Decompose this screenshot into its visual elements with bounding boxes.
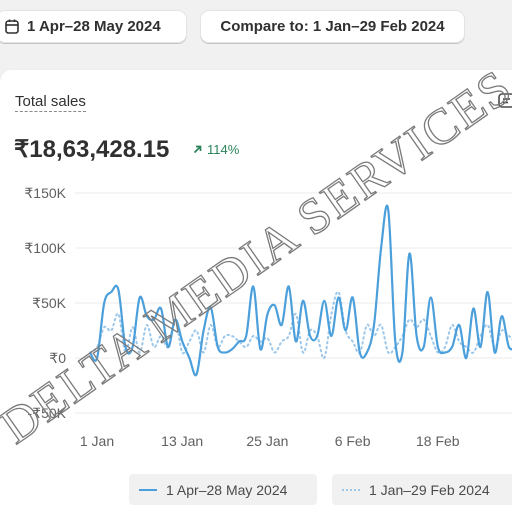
date-range-button[interactable]: 1 Apr–28 May 2024 bbox=[0, 10, 187, 43]
legend-swatch-dotted bbox=[342, 488, 360, 491]
y-tick-label: ₹0 bbox=[49, 350, 66, 366]
total-sales-card bbox=[0, 70, 512, 512]
change-badge: 114% bbox=[193, 142, 239, 157]
x-tick-label: 6 Feb bbox=[335, 433, 371, 449]
arrow-up-right-icon bbox=[193, 145, 202, 154]
total-value: ₹18,63,428.15 bbox=[14, 136, 170, 163]
x-tick-label: 18 Feb bbox=[416, 433, 460, 449]
card-title[interactable]: Total sales bbox=[15, 93, 86, 112]
chart-grid bbox=[75, 192, 512, 414]
date-range-label: 1 Apr–28 May 2024 bbox=[27, 18, 161, 35]
legend-item-previous[interactable]: 1 Jan–29 Feb 2024 bbox=[332, 474, 512, 505]
legend-label-current: 1 Apr–28 May 2024 bbox=[166, 481, 288, 498]
change-percent: 114% bbox=[207, 142, 240, 157]
legend-swatch-solid bbox=[139, 488, 157, 491]
y-tick-label: -₹50K bbox=[28, 405, 67, 421]
y-tick-label: ₹150K bbox=[24, 185, 66, 201]
y-tick-label: ₹50K bbox=[32, 295, 66, 311]
compare-label: Compare to: 1 Jan–29 Feb 2024 bbox=[220, 18, 445, 35]
y-axis-ticks: ₹150K ₹100K ₹50K ₹0 -₹50K bbox=[24, 185, 66, 421]
chart-series bbox=[89, 204, 512, 377]
chart-options-icon[interactable] bbox=[497, 92, 512, 110]
legend-item-current[interactable]: 1 Apr–28 May 2024 bbox=[129, 474, 317, 505]
x-tick-label: 25 Jan bbox=[246, 433, 288, 449]
calendar-icon bbox=[5, 19, 19, 34]
x-tick-label: 1 Jan bbox=[80, 433, 114, 449]
series-line-previous bbox=[89, 290, 512, 360]
series-line-current bbox=[89, 204, 512, 377]
compare-button[interactable]: Compare to: 1 Jan–29 Feb 2024 bbox=[200, 10, 465, 43]
x-axis-ticks: 1 Jan 13 Jan 25 Jan 6 Feb 18 Feb bbox=[80, 433, 460, 449]
y-tick-label: ₹100K bbox=[24, 240, 66, 256]
x-tick-label: 13 Jan bbox=[161, 433, 203, 449]
legend-label-previous: 1 Jan–29 Feb 2024 bbox=[369, 481, 490, 498]
